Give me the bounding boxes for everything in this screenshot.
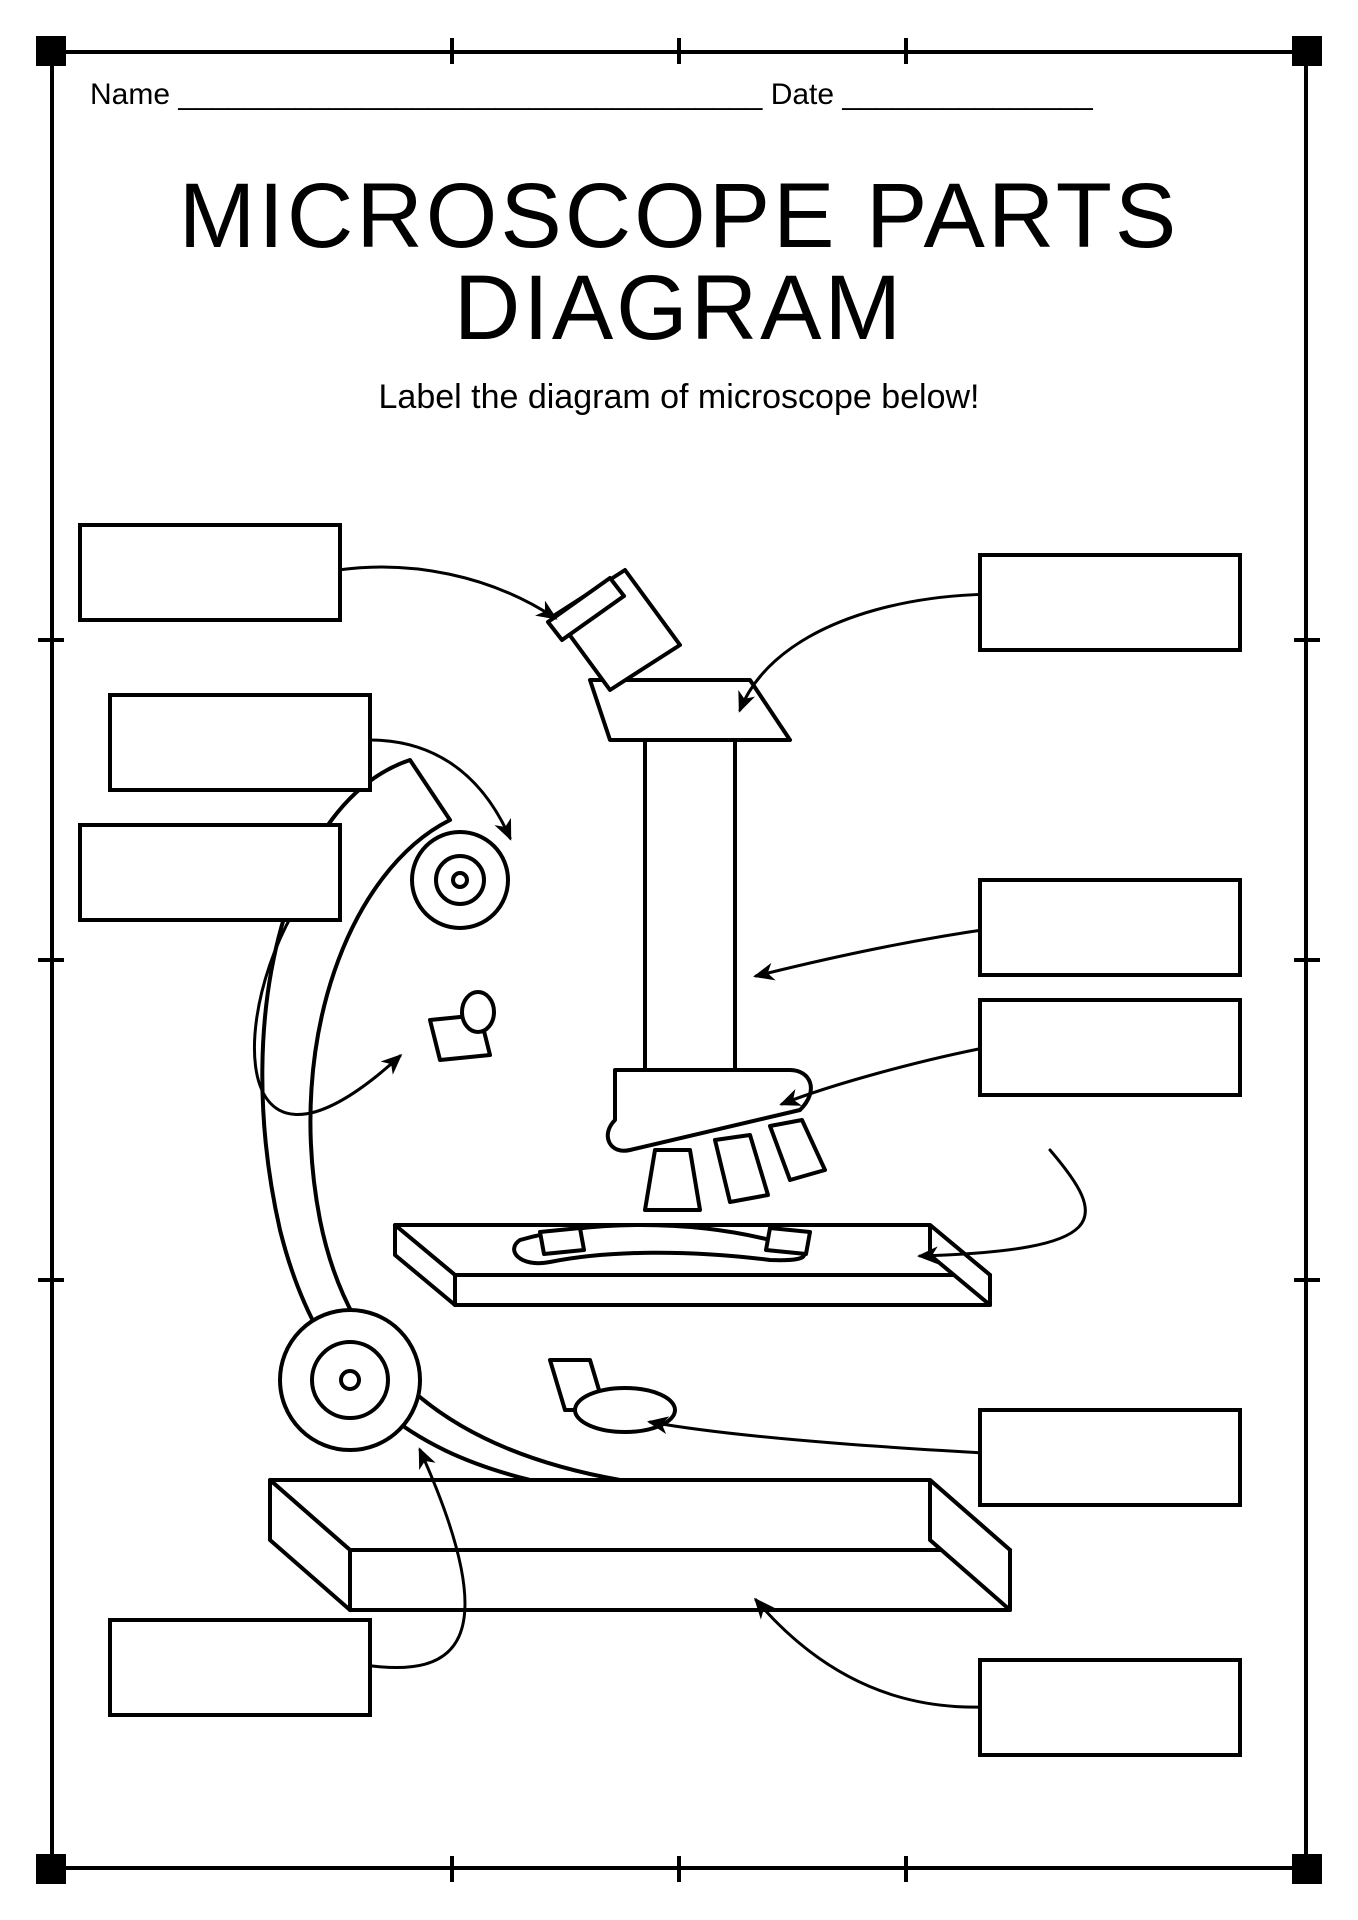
microscope-part-body-tube <box>645 720 735 1070</box>
worksheet-subtitle: Label the diagram of microscope below! <box>0 378 1358 417</box>
microscope-part-coarse-knob-dot <box>341 1371 359 1389</box>
microscope-part-head-prism <box>590 680 790 740</box>
microscope-part-clip2 <box>766 1228 810 1254</box>
microscope-part-clip1 <box>540 1228 584 1254</box>
microscope-diagram-svg <box>50 450 1308 1870</box>
leader-line-9 <box>756 1600 1006 1707</box>
label-box-L1[interactable] <box>80 525 340 620</box>
label-box-R4[interactable] <box>980 1410 1240 1505</box>
frame-tick-top <box>450 38 454 64</box>
worksheet-title: MICROSCOPE PARTS DIAGRAM <box>0 170 1358 354</box>
leader-line-8 <box>650 1422 1002 1454</box>
leader-line-1 <box>338 567 555 618</box>
corner-square-top-left <box>36 36 66 66</box>
name-blank-line[interactable]: ___________________________________ <box>178 78 762 111</box>
label-box-R3[interactable] <box>980 1000 1240 1095</box>
label-box-L4[interactable] <box>110 1620 370 1715</box>
label-box-R5[interactable] <box>980 1660 1240 1755</box>
worksheet-header: Name ___________________________________… <box>90 78 1268 112</box>
microscope-part-obj1 <box>645 1150 700 1210</box>
frame-tick-top <box>677 38 681 64</box>
microscope-drawing <box>262 570 1010 1610</box>
date-blank-line[interactable]: _______________ <box>842 78 1092 111</box>
label-box-R2[interactable] <box>980 880 1240 975</box>
date-label: Date <box>771 78 834 111</box>
title-line-1: MICROSCOPE PARTS <box>0 170 1358 262</box>
label-box-L3[interactable] <box>80 825 340 920</box>
microscope-part-base-top <box>270 1480 1010 1550</box>
title-line-2: DIAGRAM <box>0 262 1358 354</box>
microscope-part-small-knob-cap <box>462 992 494 1032</box>
frame-tick-top <box>904 38 908 64</box>
name-label: Name <box>90 78 170 111</box>
label-box-L2[interactable] <box>110 695 370 790</box>
microscope-part-obj3 <box>770 1120 825 1180</box>
leader-line-6 <box>782 1046 994 1104</box>
microscope-part-base-bottom <box>350 1550 1010 1610</box>
microscope-part-obj2 <box>715 1135 768 1202</box>
label-box-R1[interactable] <box>980 555 1240 650</box>
microscope-part-stage-bottom <box>455 1275 990 1305</box>
microscope-part-mirror-disc <box>575 1388 675 1432</box>
microscope-part-upper-knob-dot <box>453 873 467 887</box>
microscope-diagram-area <box>50 450 1308 1870</box>
leader-line-5 <box>756 928 996 976</box>
corner-square-top-right <box>1292 36 1322 66</box>
